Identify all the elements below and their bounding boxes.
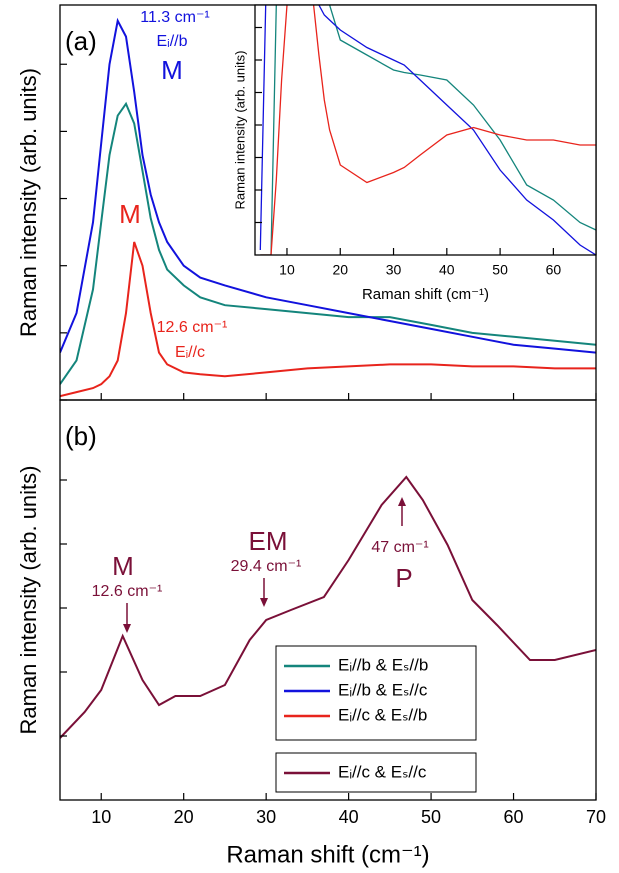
frame [59, 399, 597, 801]
x-tick-label: 50 [492, 262, 508, 278]
data-line [60, 241, 596, 398]
plot-area [60, 17, 596, 398]
annotation: 47 cm⁻¹ [371, 539, 428, 556]
x-tick-label: 30 [386, 262, 402, 278]
legend-label: Eᵢ//b & Eₛ//b [338, 655, 428, 674]
x-tick-label: 10 [91, 807, 111, 827]
y-axis-label: Raman intensity (arb. units) [16, 68, 41, 337]
x-tick-label: 40 [439, 262, 455, 278]
annotation: M [112, 551, 134, 581]
data-line [60, 101, 596, 385]
annotation: M [161, 55, 183, 85]
y-axis-label: Raman intensity (arb. units) [232, 51, 247, 210]
annotation: 12.6 cm⁻¹ [92, 583, 163, 600]
data-line [259, 5, 596, 255]
annotation: EM [249, 526, 288, 556]
x-tick-label: 60 [546, 262, 562, 278]
inset-background [255, 5, 596, 255]
annotation: 11.3 cm⁻¹ [140, 9, 210, 26]
x-tick-label: 20 [332, 262, 348, 278]
legend-label: Eᵢ//b & Eₛ//c [338, 680, 428, 699]
x-tick-label: 60 [504, 807, 524, 827]
annotation: 29.4 cm⁻¹ [231, 558, 302, 575]
x-tick-label: 70 [586, 807, 606, 827]
x-axis-label: Raman shift (cm⁻¹) [226, 841, 429, 868]
x-tick-label: 20 [174, 807, 194, 827]
x-axis-label: Raman shift (cm⁻¹) [362, 286, 489, 303]
legend-box [275, 752, 477, 793]
annotation: Eᵢ//c [175, 344, 205, 361]
data-line [260, 5, 596, 255]
data-line [60, 17, 596, 354]
annotation: M [119, 199, 141, 229]
data-line [260, 5, 596, 255]
legend-label: Eᵢ//c & Eₛ//b [338, 705, 427, 724]
panel-label: (b) [65, 421, 97, 451]
x-tick-label: 50 [421, 807, 441, 827]
data-line [60, 475, 596, 739]
arrows [123, 497, 406, 633]
annotation: Eᵢ//b [157, 33, 188, 50]
x-tick-label: 10 [279, 262, 295, 278]
annotation: 12.6 cm⁻¹ [157, 319, 228, 336]
frame [254, 4, 597, 256]
x-tick-label: 30 [256, 807, 276, 827]
plot-area [259, 5, 596, 255]
annotation: P [395, 563, 412, 593]
legend-label: Eᵢ//c & Eₛ//c [338, 762, 427, 781]
x-tick-label: 40 [339, 807, 359, 827]
legend-box [275, 645, 477, 741]
panel-label: (a) [65, 26, 97, 56]
plot-area [60, 475, 596, 739]
y-axis-label: Raman intensity (arb. units) [16, 466, 41, 735]
